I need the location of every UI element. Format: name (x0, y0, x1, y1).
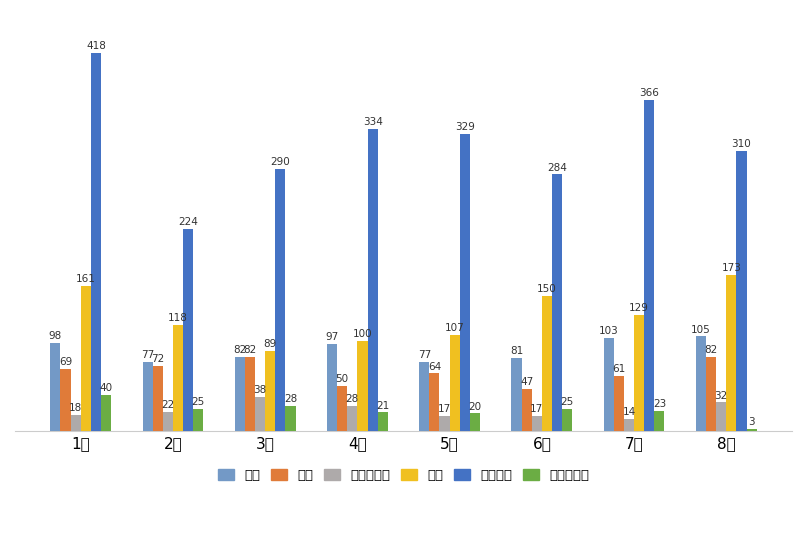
Bar (50, 343, 61, 431)
Text: 82: 82 (705, 346, 717, 355)
Bar (193, 409, 203, 431)
Text: 77: 77 (418, 350, 431, 360)
Text: 50: 50 (336, 374, 349, 384)
Bar (266, 351, 275, 431)
Text: 107: 107 (445, 323, 465, 333)
Text: 224: 224 (178, 217, 198, 227)
Bar (367, 129, 378, 431)
Text: 38: 38 (253, 385, 267, 395)
Bar (562, 409, 572, 431)
Text: 72: 72 (151, 354, 165, 364)
Bar (235, 357, 245, 431)
Bar (614, 376, 624, 431)
Text: 22: 22 (161, 400, 174, 410)
Bar (91, 53, 101, 431)
Text: 97: 97 (325, 332, 339, 342)
Text: 18: 18 (69, 403, 82, 413)
Bar (624, 418, 634, 431)
Text: 47: 47 (520, 377, 533, 387)
Bar (654, 410, 664, 431)
Bar (347, 406, 358, 431)
Legend: 新药, 进口, 进口再注册, 仿制, 补充申请, 一次性进口: 新药, 进口, 进口再注册, 仿制, 补充申请, 一次性进口 (213, 464, 594, 487)
Text: 77: 77 (141, 350, 154, 360)
Text: 366: 366 (639, 88, 659, 98)
Bar (419, 362, 429, 431)
Bar (644, 100, 654, 431)
Text: 82: 82 (233, 346, 246, 355)
Bar (61, 369, 70, 431)
Text: 89: 89 (264, 339, 277, 349)
Text: 21: 21 (376, 401, 389, 410)
Text: 329: 329 (455, 122, 475, 132)
Bar (746, 429, 757, 431)
Bar (337, 386, 347, 431)
Bar (286, 406, 295, 431)
Bar (101, 395, 111, 431)
Text: 20: 20 (468, 402, 482, 411)
Bar (696, 336, 706, 431)
Text: 100: 100 (353, 329, 372, 339)
Text: 28: 28 (345, 394, 359, 404)
Bar (275, 169, 286, 431)
Text: 290: 290 (270, 157, 291, 167)
Bar (70, 415, 81, 431)
Bar (604, 338, 614, 431)
Bar (327, 343, 337, 431)
Text: 150: 150 (537, 284, 557, 294)
Bar (440, 416, 449, 431)
Text: 418: 418 (86, 41, 106, 51)
Text: 40: 40 (99, 383, 113, 394)
Text: 129: 129 (629, 303, 649, 313)
Bar (716, 402, 726, 431)
Text: 334: 334 (362, 117, 383, 127)
Bar (512, 358, 521, 431)
Text: 23: 23 (653, 399, 666, 409)
Bar (634, 315, 644, 431)
Bar (429, 374, 440, 431)
Bar (183, 228, 193, 431)
Text: 61: 61 (613, 364, 625, 374)
Text: 98: 98 (48, 331, 62, 341)
Bar (173, 325, 183, 431)
Text: 64: 64 (428, 362, 441, 372)
Bar (81, 286, 91, 431)
Text: 82: 82 (244, 346, 257, 355)
Bar (737, 151, 746, 431)
Text: 118: 118 (168, 313, 188, 323)
Bar (153, 366, 163, 431)
Bar (358, 341, 367, 431)
Bar (378, 413, 388, 431)
Text: 17: 17 (530, 404, 543, 414)
Text: 284: 284 (547, 163, 567, 172)
Bar (470, 413, 480, 431)
Bar (163, 411, 173, 431)
Text: 173: 173 (721, 263, 742, 273)
Text: 32: 32 (714, 390, 728, 401)
Text: 14: 14 (622, 407, 636, 417)
Bar (255, 397, 266, 431)
Bar (143, 362, 153, 431)
Bar (706, 357, 716, 431)
Bar (552, 174, 562, 431)
Bar (460, 133, 470, 431)
Bar (521, 389, 532, 431)
Text: 25: 25 (192, 397, 205, 407)
Bar (449, 335, 460, 431)
Bar (532, 416, 541, 431)
Text: 161: 161 (76, 274, 96, 284)
Text: 105: 105 (691, 325, 711, 335)
Bar (245, 357, 255, 431)
Text: 28: 28 (284, 394, 297, 404)
Text: 81: 81 (510, 346, 523, 356)
Text: 310: 310 (732, 139, 751, 149)
Bar (726, 275, 737, 431)
Text: 103: 103 (599, 326, 618, 336)
Text: 3: 3 (748, 417, 755, 427)
Text: 25: 25 (561, 397, 574, 407)
Text: 17: 17 (438, 404, 451, 414)
Text: 69: 69 (59, 357, 72, 367)
Bar (541, 295, 552, 431)
